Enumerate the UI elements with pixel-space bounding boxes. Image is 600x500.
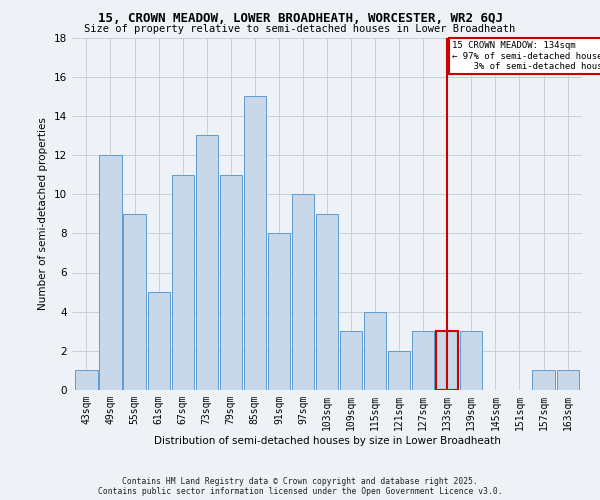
Bar	[364, 312, 386, 390]
Bar	[436, 331, 458, 390]
Text: 15 CROWN MEADOW: 134sqm
← 97% of semi-detached houses are smaller (113)
    3% o: 15 CROWN MEADOW: 134sqm ← 97% of semi-de…	[452, 42, 600, 71]
Bar	[148, 292, 170, 390]
Bar	[100, 155, 122, 390]
Bar	[124, 214, 146, 390]
Bar	[316, 214, 338, 390]
Bar	[412, 331, 434, 390]
Bar	[292, 194, 314, 390]
Bar	[557, 370, 578, 390]
X-axis label: Distribution of semi-detached houses by size in Lower Broadheath: Distribution of semi-detached houses by …	[154, 436, 500, 446]
Bar	[76, 370, 98, 390]
Text: Size of property relative to semi-detached houses in Lower Broadheath: Size of property relative to semi-detach…	[85, 24, 515, 34]
Bar	[196, 136, 218, 390]
Text: 15, CROWN MEADOW, LOWER BROADHEATH, WORCESTER, WR2 6QJ: 15, CROWN MEADOW, LOWER BROADHEATH, WORC…	[97, 12, 503, 26]
Bar	[460, 331, 482, 390]
Bar	[268, 234, 290, 390]
Bar	[172, 174, 194, 390]
Bar	[388, 351, 410, 390]
Bar	[220, 174, 242, 390]
Bar	[340, 331, 362, 390]
Y-axis label: Number of semi-detached properties: Number of semi-detached properties	[38, 118, 49, 310]
Bar	[244, 96, 266, 390]
Text: Contains HM Land Registry data © Crown copyright and database right 2025.
Contai: Contains HM Land Registry data © Crown c…	[98, 476, 502, 496]
Bar	[532, 370, 554, 390]
